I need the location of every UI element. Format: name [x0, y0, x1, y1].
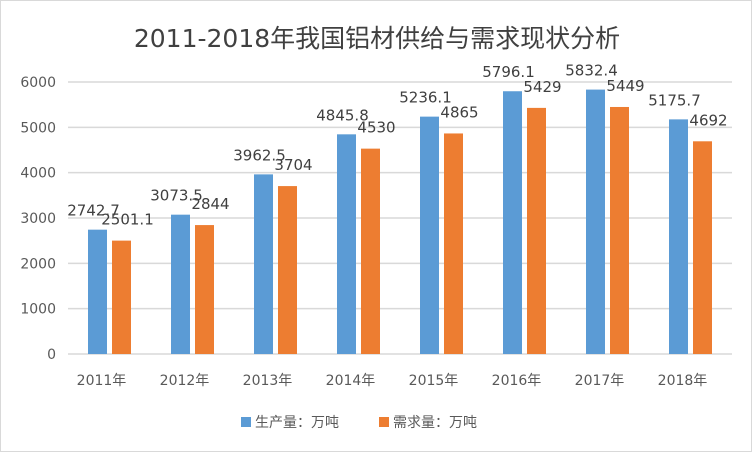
bar-production: [669, 119, 688, 355]
data-label: 4865: [440, 103, 478, 121]
x-tick-label: 2011年: [77, 373, 127, 389]
bar-production: [586, 89, 605, 354]
data-label: 3704: [274, 156, 312, 174]
y-tick-label: 4000: [20, 166, 56, 182]
legend-label: 生产量：万吨: [255, 415, 339, 431]
chart-title: 2011-2018年我国铝材供给与需求现状分析: [134, 24, 620, 53]
bar-production: [420, 116, 439, 355]
x-tick-label: 2013年: [243, 373, 293, 389]
bar-production: [88, 229, 107, 354]
data-label: 2844: [191, 195, 229, 213]
bar-demand: [278, 186, 297, 354]
y-tick-label: 5000: [20, 120, 56, 136]
bar-production: [503, 91, 522, 354]
x-tick-label: 2015年: [409, 373, 459, 389]
legend-label: 需求量：万吨: [393, 415, 477, 431]
bar-production: [254, 174, 273, 354]
data-label: 3962.5: [233, 146, 286, 164]
x-tick-label: 2016年: [492, 373, 542, 389]
data-label: 4530: [357, 119, 395, 137]
data-label: 2742.7: [67, 202, 120, 220]
bar-demand: [693, 141, 712, 354]
legend-swatch: [241, 417, 251, 427]
bar-production: [171, 214, 190, 354]
bar-production: [337, 134, 356, 354]
bar-demand: [527, 107, 546, 354]
bar-demand: [361, 148, 380, 354]
data-label: 5429: [523, 78, 561, 96]
data-label: 3073.5: [150, 187, 203, 205]
y-tick-label: 6000: [20, 75, 56, 91]
x-tick-label: 2014年: [326, 373, 376, 389]
data-label: 4692: [689, 111, 727, 129]
y-tick-label: 3000: [20, 211, 56, 227]
data-label: 5832.4: [565, 62, 618, 80]
y-tick-label: 2000: [20, 256, 56, 272]
bar-demand: [195, 225, 214, 354]
data-label: 5796.1: [482, 63, 535, 81]
data-label: 2501.1: [101, 211, 154, 229]
x-tick-label: 2018年: [658, 373, 708, 389]
x-tick-label: 2012年: [160, 373, 210, 389]
data-label: 5175.7: [648, 91, 701, 109]
bar-demand: [610, 106, 629, 354]
bar-demand: [112, 240, 131, 354]
x-tick-label: 2017年: [575, 373, 625, 389]
data-label: 5236.1: [399, 89, 452, 107]
legend-swatch: [379, 417, 389, 427]
y-tick-label: 0: [47, 347, 56, 363]
data-label: 5449: [606, 77, 644, 95]
y-tick-label: 1000: [20, 302, 56, 318]
data-label: 4845.8: [316, 106, 369, 124]
bar-demand: [444, 133, 463, 354]
